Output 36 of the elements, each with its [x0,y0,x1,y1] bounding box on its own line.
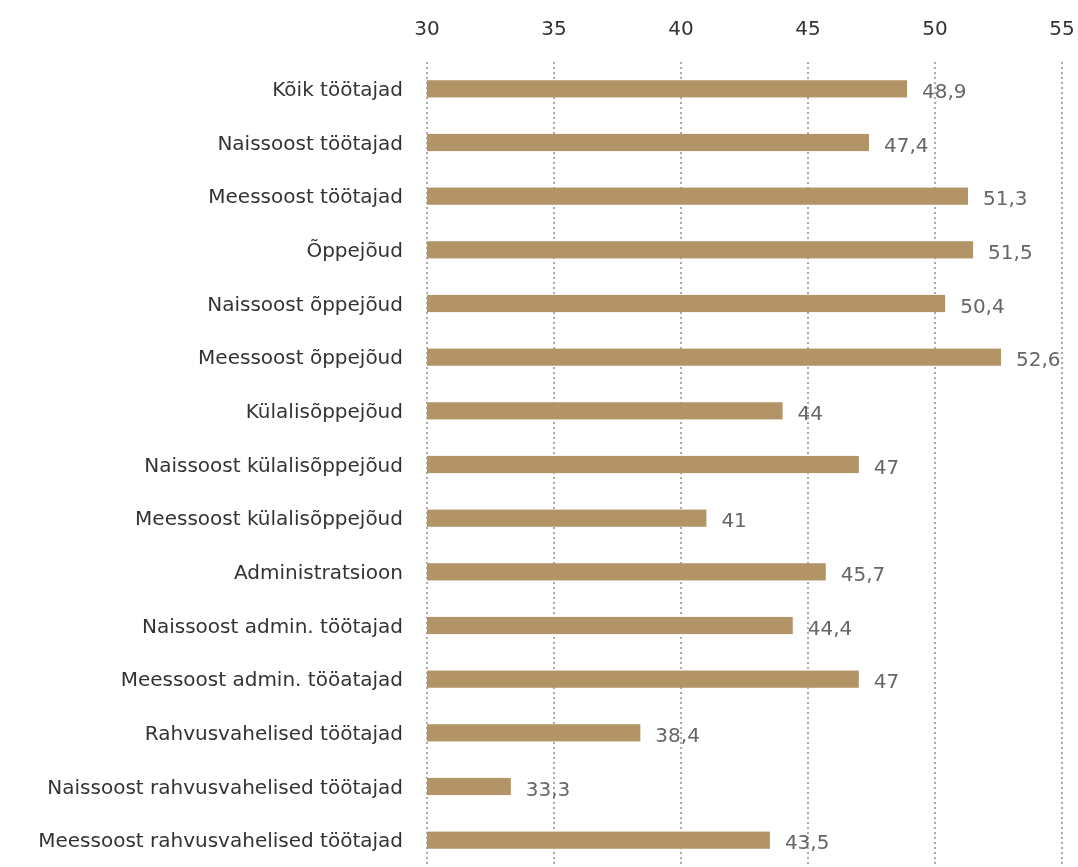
x-tick-label: 35 [541,16,567,40]
data-label: 47 [873,669,900,694]
y-tick-label: Rahvusvahelised töötajad [144,720,403,745]
x-tick-label: 30 [414,16,440,40]
y-tick-label: Õppejõud [306,237,403,262]
y-tick-label: Administratsioon [233,559,403,584]
y-tick-label: Naissoost õppejõud [207,291,403,316]
x-tick-label: 55 [1049,16,1075,40]
data-label: 43,5 [784,830,830,855]
y-tick-label: Kõik töötajad [272,76,403,101]
x-tick-label: 45 [795,16,821,40]
data-label: 47,4 [883,132,929,157]
y-tick-label: Külalisõppejõud [245,398,403,423]
y-tick-label: Naissoost rahvusvahelised töötajad [47,774,403,799]
data-label: 33,3 [525,776,571,801]
data-label: 47 [873,454,900,479]
data-label: 45,7 [840,561,886,586]
y-tick-label: Meessoost rahvusvahelised töötajad [38,828,403,853]
data-label: 48,9 [922,78,967,103]
data-label: 50,4 [960,293,1005,318]
data-label: 41 [721,508,747,533]
x-tick-label: 50 [922,16,948,40]
data-label: 44,4 [807,615,853,640]
y-tick-label: Naissoost külalisõppejõud [144,452,403,477]
data-label: 52,6 [1016,347,1061,372]
y-tick-label: Meessoost töötajad [208,184,403,209]
data-label: 51,5 [988,239,1033,264]
y-tick-label: Naissoost töötajad [217,130,403,155]
y-tick-label: Meessoost külalisõppejõud [135,506,403,531]
y-tick-label: Meessoost admin. tööatajad [120,667,403,692]
data-label: 44 [797,400,824,425]
data-label: 51,3 [983,186,1028,211]
data-label: 38,4 [655,722,700,747]
x-tick-label: 40 [668,16,694,40]
y-tick-label: Meessoost õppejõud [198,345,403,370]
y-tick-label: Naissoost admin. töötajad [141,613,403,638]
